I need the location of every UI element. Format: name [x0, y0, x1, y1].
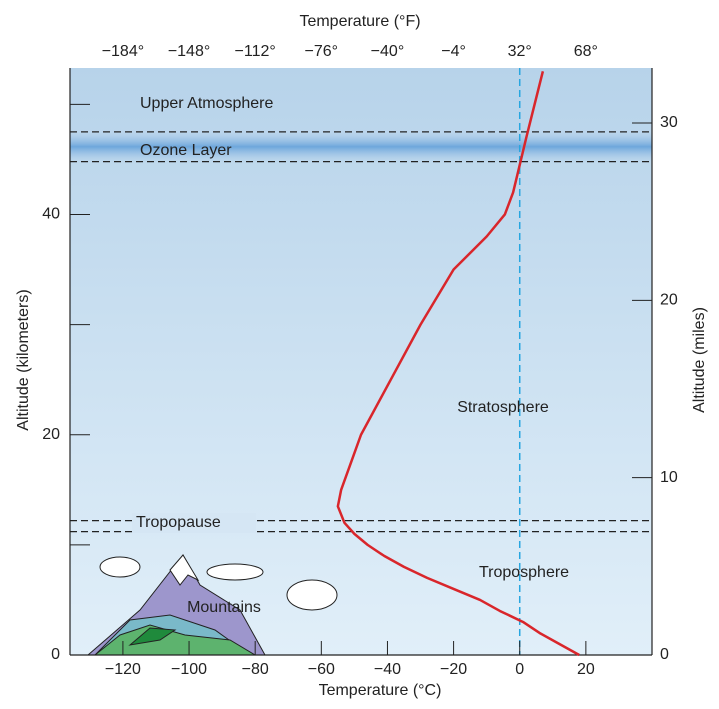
x2-tick-label: −76° — [305, 43, 339, 60]
y2-tick-label: 30 — [660, 114, 678, 131]
x2-tick-label: −148° — [168, 43, 210, 60]
y2-tick-label: 0 — [660, 646, 669, 663]
annotation: Tropopause — [136, 514, 221, 531]
y2-tick-label: 10 — [660, 469, 678, 486]
x2-axis-title: Temperature (°F) — [299, 13, 420, 30]
y2-tick-label: 20 — [660, 292, 678, 309]
x2-tick-label: −4° — [441, 43, 466, 60]
label-background — [132, 513, 256, 533]
ozone-band — [70, 131, 652, 162]
annotation: Upper Atmosphere — [140, 95, 274, 112]
x2-tick-label: 68° — [574, 43, 598, 60]
x2-tick-label: −40° — [371, 43, 405, 60]
x-tick-label: −80 — [242, 661, 269, 678]
mountain-art — [86, 554, 338, 656]
y-axis-title: Altitude (kilometers) — [15, 289, 32, 430]
y-tick-label: 0 — [51, 646, 60, 663]
x2-tick-label: −184° — [102, 43, 144, 60]
x-tick-label: −60 — [308, 661, 335, 678]
x-tick-label: 0 — [515, 661, 524, 678]
x-tick-label: −40 — [374, 661, 401, 678]
x-tick-label: −100 — [171, 661, 207, 678]
y-tick-label: 40 — [42, 206, 60, 223]
annotation: Mountains — [187, 599, 261, 616]
annotation: Stratosphere — [457, 399, 549, 416]
annotation: Ozone Layer — [140, 142, 232, 159]
y-tick-label: 20 — [42, 426, 60, 443]
temperature-curve — [336, 71, 580, 657]
x-tick-label: −20 — [440, 661, 467, 678]
x2-tick-label: −112° — [235, 43, 276, 60]
y2-axis-title: Altitude (miles) — [691, 307, 708, 413]
x-tick-label: 20 — [577, 661, 595, 678]
x-tick-label: −120 — [105, 661, 141, 678]
x2-tick-label: 32° — [508, 43, 532, 60]
annotation: Troposphere — [479, 564, 569, 581]
plot-background — [70, 68, 652, 655]
x-axis-title: Temperature (°C) — [319, 682, 442, 699]
